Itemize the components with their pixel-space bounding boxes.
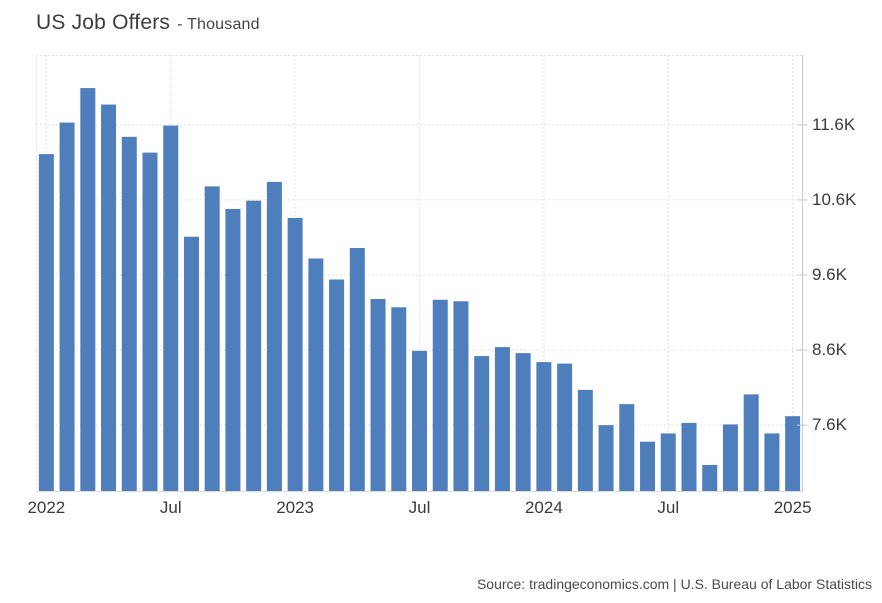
- chart-canvas[interactable]: [36, 55, 807, 493]
- x-tick-label: 2022: [27, 498, 66, 517]
- source-attribution: Source: tradingeconomics.com | U.S. Bure…: [476, 576, 872, 592]
- chart-bar[interactable]: [266, 181, 282, 492]
- chart-bar[interactable]: [432, 299, 448, 492]
- chart-bar[interactable]: [453, 301, 469, 492]
- y-tick-label: 7.6K: [812, 415, 847, 435]
- y-tick-label: 8.6K: [812, 340, 847, 360]
- chart-bar[interactable]: [204, 186, 220, 492]
- x-tick-label: Jul: [159, 498, 182, 517]
- chart-bar[interactable]: [722, 424, 738, 492]
- chart-bar[interactable]: [598, 425, 614, 492]
- chart-bar[interactable]: [121, 136, 137, 492]
- chart-bar[interactable]: [702, 464, 718, 492]
- chart-bar[interactable]: [225, 208, 241, 492]
- chart-bar[interactable]: [785, 416, 801, 492]
- chart-bar[interactable]: [308, 258, 324, 492]
- chart-bar[interactable]: [640, 441, 656, 492]
- chart-bar[interactable]: [163, 125, 179, 492]
- chart-bar[interactable]: [412, 350, 427, 492]
- chart-bar[interactable]: [59, 122, 75, 492]
- chart-bar[interactable]: [557, 363, 573, 492]
- chart-bar[interactable]: [391, 307, 407, 492]
- chart-bar[interactable]: [101, 104, 117, 492]
- chart-title-text: US Job Offers: [36, 11, 171, 34]
- x-tick-label: 2025: [773, 498, 812, 517]
- chart-bar[interactable]: [660, 433, 676, 492]
- chart-bar[interactable]: [536, 362, 552, 492]
- chart-plot-area[interactable]: [36, 55, 807, 493]
- chart-bar[interactable]: [287, 217, 303, 492]
- y-tick-label: 11.6K: [812, 114, 856, 134]
- chart-bar[interactable]: [494, 347, 510, 492]
- chart-bar[interactable]: [349, 247, 365, 492]
- chart-bar[interactable]: [764, 433, 780, 492]
- chart-bar[interactable]: [515, 353, 531, 492]
- chart-bar[interactable]: [246, 200, 262, 493]
- chart-bar[interactable]: [474, 356, 490, 492]
- x-tick-label: Jul: [657, 498, 680, 517]
- chart-bar[interactable]: [142, 152, 158, 493]
- chart-bar[interactable]: [183, 236, 199, 492]
- chart-bar[interactable]: [577, 389, 593, 492]
- x-tick-label: 2023: [276, 498, 315, 517]
- chart-bar[interactable]: [38, 154, 54, 493]
- chart-bar[interactable]: [743, 394, 759, 492]
- chart-title: US Job Offers - Thousand: [36, 11, 260, 35]
- chart-title-unit: - Thousand: [177, 16, 260, 33]
- y-tick-label: 10.6K: [812, 189, 857, 209]
- x-tick-label: 2024: [524, 498, 563, 517]
- y-tick-label: 9.6K: [812, 265, 847, 284]
- chart-bar[interactable]: [80, 88, 96, 492]
- x-tick-label: Jul: [408, 498, 431, 517]
- chart-bar[interactable]: [681, 422, 697, 492]
- chart-bar[interactable]: [370, 299, 386, 492]
- chart-bar[interactable]: [619, 404, 635, 492]
- chart-bar[interactable]: [329, 279, 345, 492]
